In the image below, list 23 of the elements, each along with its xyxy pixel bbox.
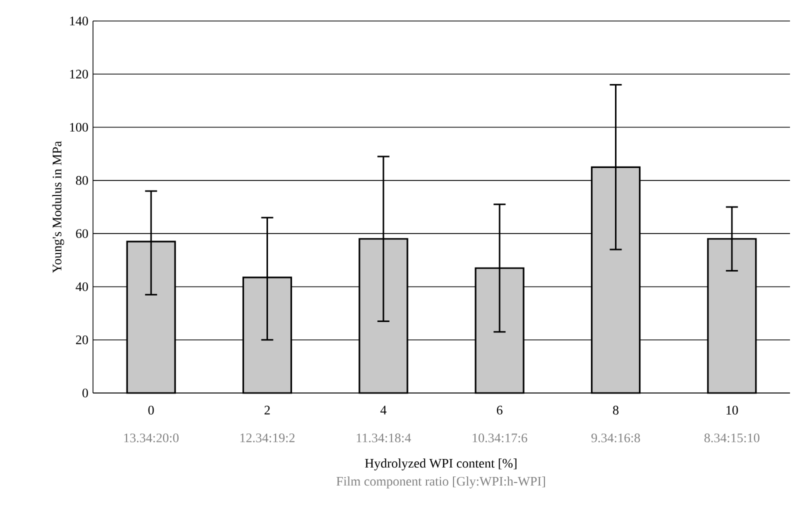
y-tick-label: 120 — [70, 70, 88, 79]
y-tick-label: 80 — [76, 176, 88, 185]
x-tick-label: 0 — [148, 406, 154, 415]
text: 8.34:15:10 — [704, 434, 760, 442]
x-tick-label: 2 — [264, 406, 270, 414]
y-tick-label: 140 — [70, 16, 88, 26]
text: 12.34:19:2 — [240, 434, 295, 442]
text: Film component ratio [Gly:WPI:h-WPI] — [336, 476, 545, 488]
x-tick-label: 6 — [496, 406, 502, 415]
y-tick-label: 20 — [76, 335, 88, 344]
text: 11.34:18:4 — [356, 434, 411, 442]
y-tick-label: 100 — [70, 122, 88, 132]
y-tick-label: 40 — [76, 282, 88, 292]
x-tick-label: 4 — [380, 406, 386, 414]
x-tick-label: 10 — [726, 406, 738, 415]
text: 10.34:17:6 — [472, 434, 528, 442]
text: 13.34:20:0 — [124, 434, 179, 442]
y-tick-label: 0 — [82, 388, 88, 398]
y-tick-label: 60 — [76, 229, 88, 238]
y-axis-title: Young's Modulus in MPa — [52, 141, 64, 273]
text: 9.34:16:8 — [591, 434, 640, 442]
x-axis-title: Hydrolyzed WPI content [%] — [365, 458, 516, 470]
x-tick-label: 8 — [613, 406, 619, 415]
